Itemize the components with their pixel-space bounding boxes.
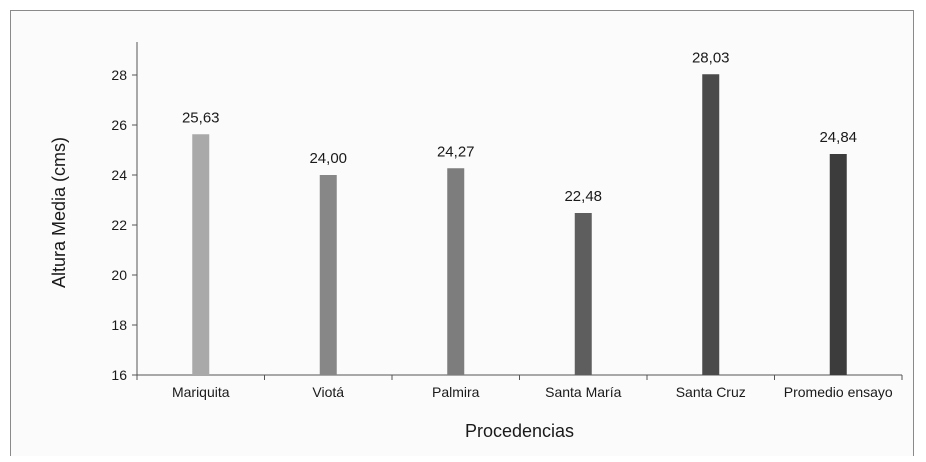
x-category-label: Promedio ensayo [784, 384, 893, 400]
bar-value-label: 25,63 [182, 109, 220, 126]
y-tick-label: 20 [111, 267, 127, 283]
bars-group [192, 74, 847, 375]
x-category-label: Palmira [432, 384, 480, 400]
y-tick-label: 26 [111, 117, 127, 133]
bar [192, 134, 210, 375]
bar-value-label: 22,48 [564, 188, 602, 205]
bar-value-label: 24,27 [437, 143, 475, 160]
bar-value-label: 28,03 [692, 49, 730, 66]
bar-value-label: 24,84 [819, 129, 857, 146]
x-axis-title: Procedencias [465, 421, 574, 441]
x-category-label: Viotá [312, 384, 344, 400]
y-tick-label: 18 [111, 317, 127, 333]
y-tick-label: 22 [111, 217, 127, 233]
bar [319, 175, 337, 375]
y-axis-title: Altura Media (cms) [49, 137, 69, 288]
bar [447, 168, 465, 375]
bar [702, 74, 720, 375]
bar [574, 213, 592, 375]
labels-group: 25,63 Mariquita 24,00 Viotá 24,27 Palmira 22,4… [172, 49, 893, 400]
bar [829, 154, 847, 375]
x-category-label: Santa María [545, 384, 621, 400]
x-category-label: Mariquita [172, 384, 230, 400]
y-tick-label: 28 [111, 67, 127, 83]
x-category-label: Santa Cruz [676, 384, 746, 400]
bar-value-label: 24,00 [309, 150, 347, 167]
axes: 16 18 20 22 24 26 28 [111, 42, 903, 383]
y-tick-label: 24 [111, 167, 127, 183]
y-tick-label: 16 [111, 367, 127, 383]
